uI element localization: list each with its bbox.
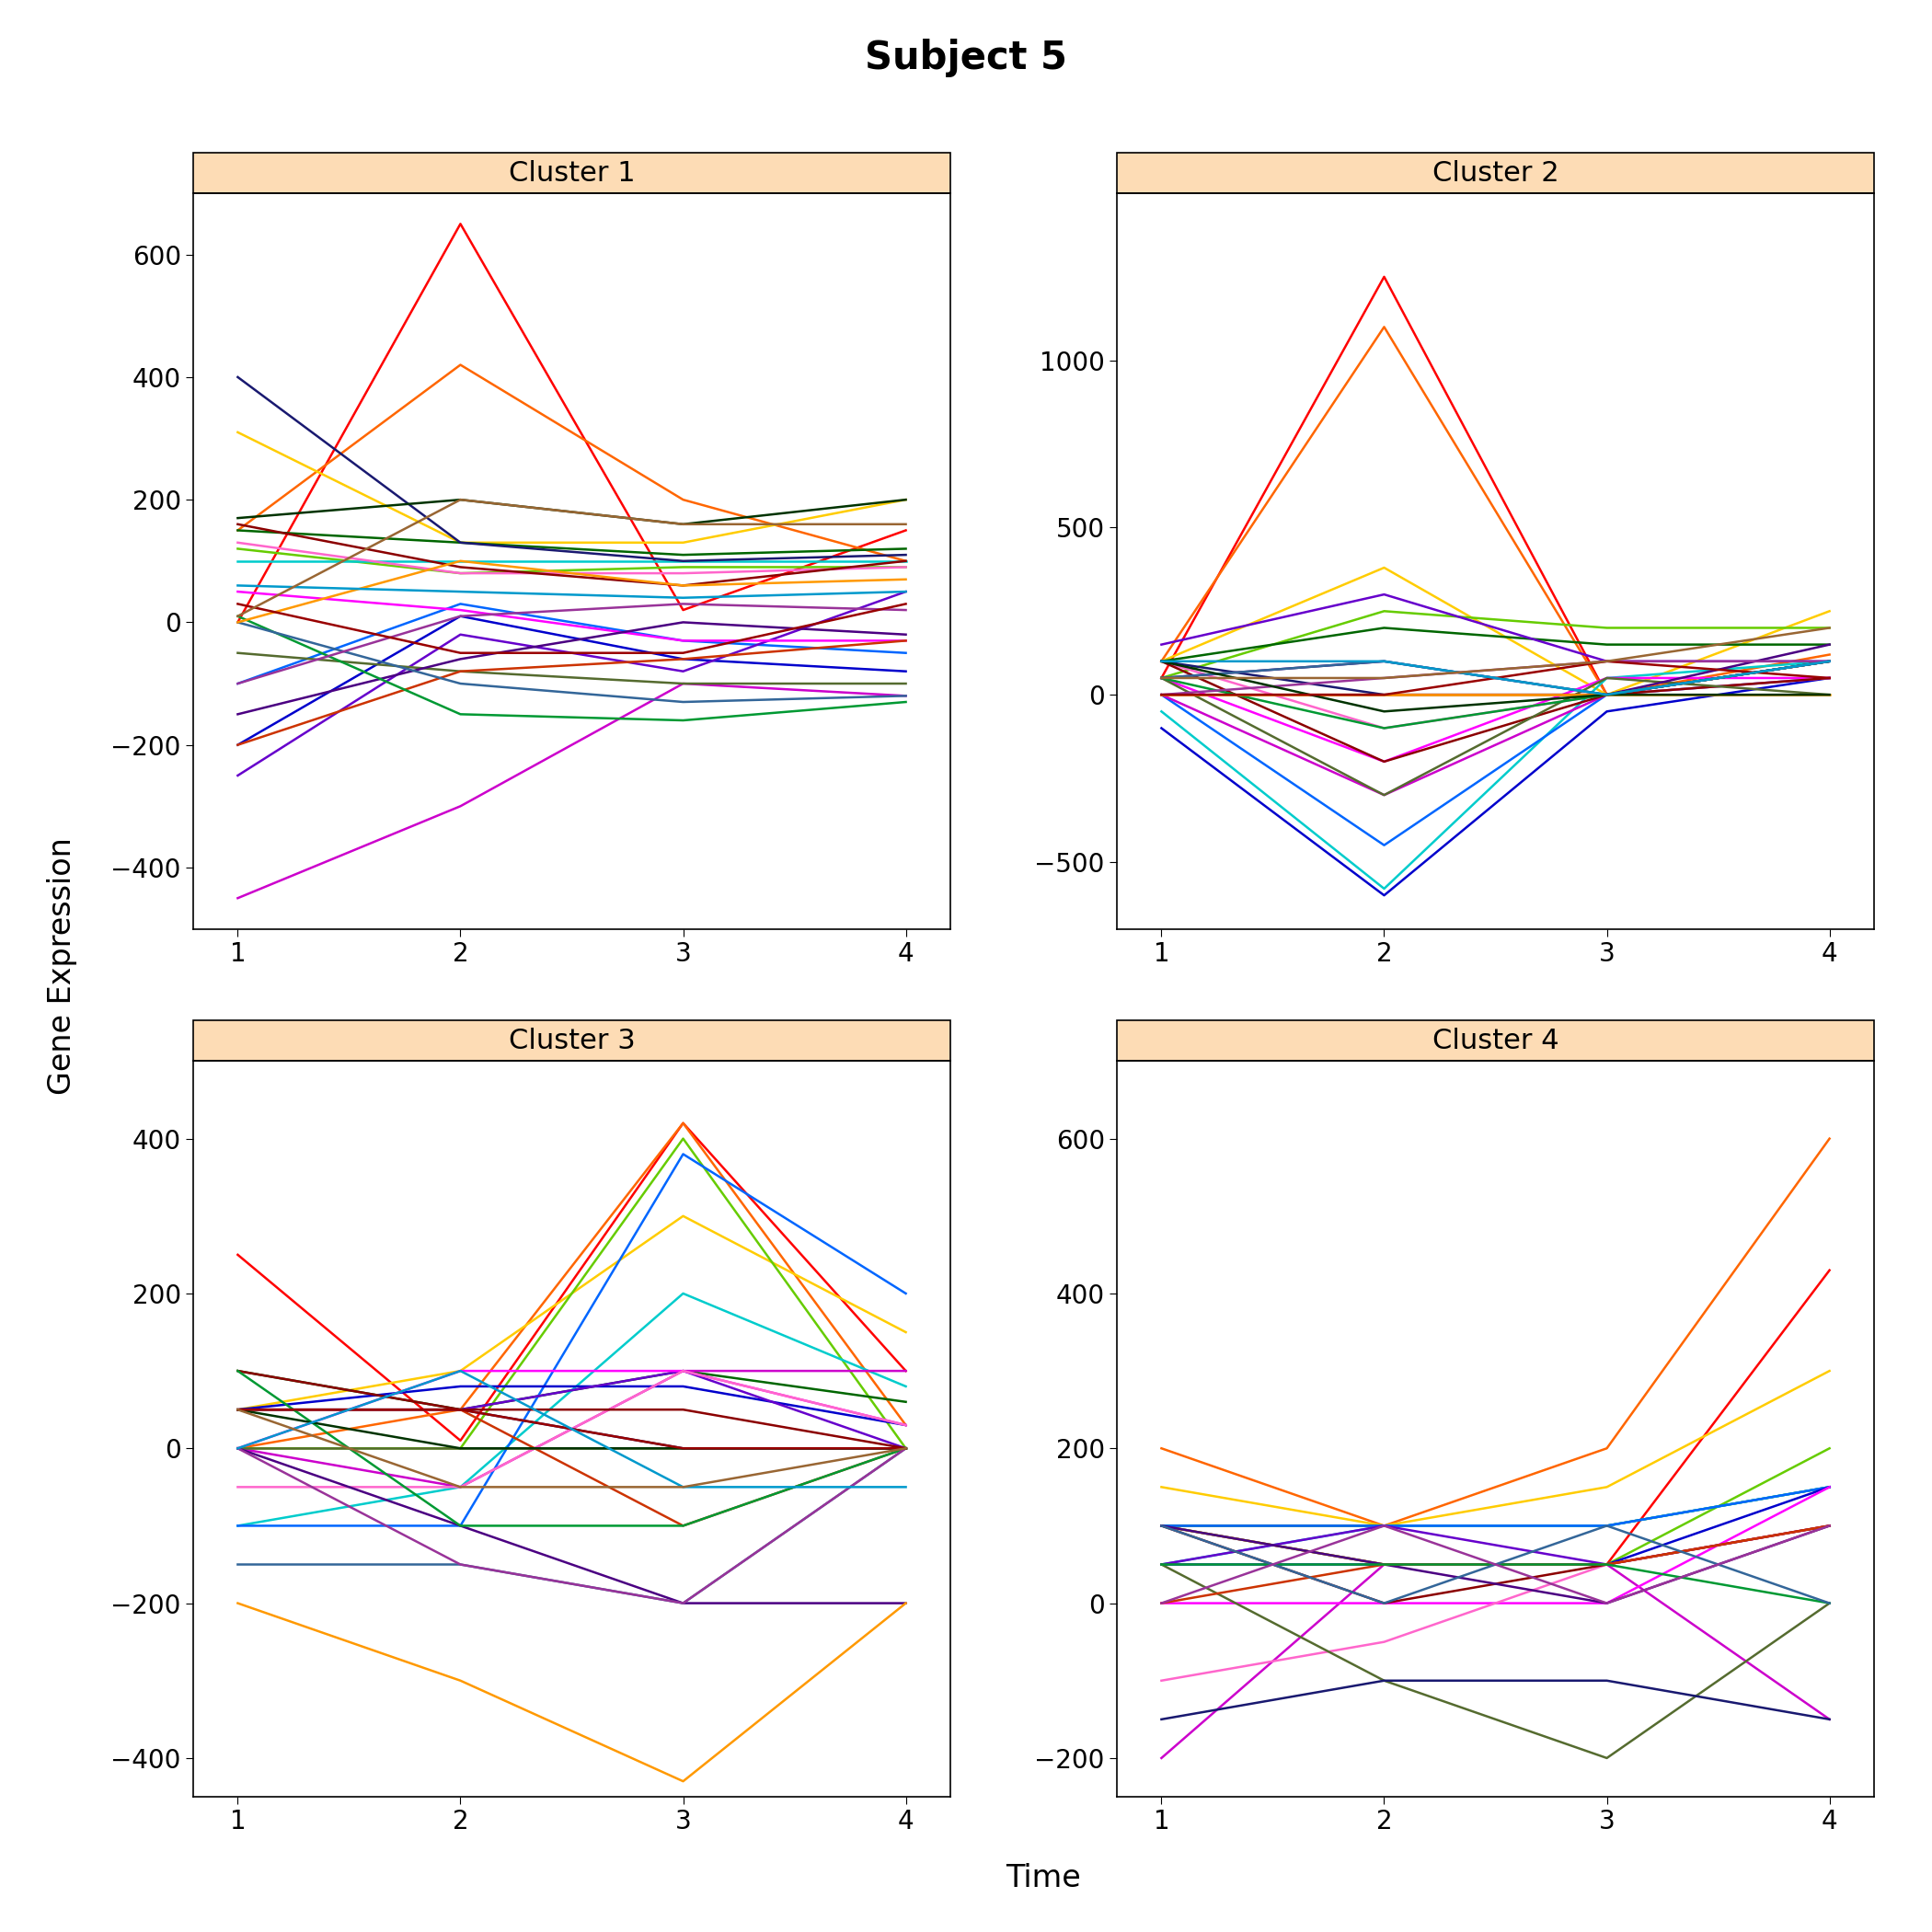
Text: Cluster 4: Cluster 4 (1432, 1028, 1559, 1055)
Text: Time: Time (1007, 1862, 1080, 1893)
Bar (193, 1020, 951, 1061)
Bar (1117, 1020, 1874, 1061)
Text: Cluster 3: Cluster 3 (508, 1028, 636, 1055)
Text: Cluster 1: Cluster 1 (508, 160, 636, 185)
Text: Cluster 2: Cluster 2 (1432, 160, 1559, 185)
Bar (1117, 153, 1874, 193)
Text: Subject 5: Subject 5 (866, 39, 1066, 77)
Bar (193, 153, 951, 193)
Text: Gene Expression: Gene Expression (46, 837, 77, 1095)
